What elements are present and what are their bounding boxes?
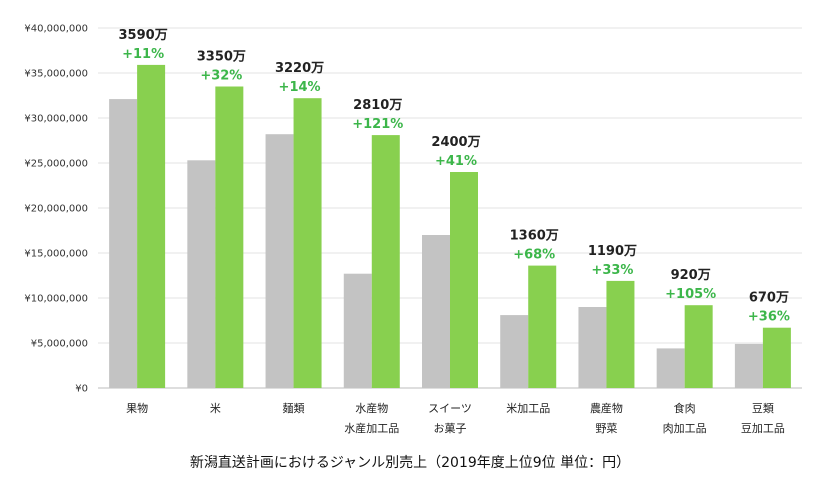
total-label: 1190万 (588, 244, 637, 259)
growth-label: +41% (435, 154, 477, 169)
growth-label: +68% (513, 248, 555, 263)
growth-label: +14% (279, 80, 321, 95)
growth-label: +121% (352, 117, 403, 132)
y-tick-label: ¥10,000,000 (24, 294, 88, 305)
total-label: 3220万 (275, 61, 324, 76)
category-label: お菓子 (434, 422, 467, 435)
bar-prior-year (109, 99, 138, 388)
category-label: 果物 (126, 401, 148, 415)
total-label: 2810万 (353, 98, 402, 113)
category-label: 肉加工品 (663, 422, 707, 435)
y-tick-label: ¥35,000,000 (24, 69, 88, 80)
growth-label: +32% (200, 69, 242, 84)
growth-label: +36% (748, 310, 790, 325)
category-label: スイーツ (428, 402, 472, 415)
y-axis-tick-labels: ¥0 ¥5,000,000 ¥10,000,000 ¥15,000,000 ¥20,00… (24, 24, 88, 395)
y-tick-label: ¥30,000,000 (24, 114, 88, 125)
growth-label: +11% (122, 47, 164, 62)
bar-current-year (684, 305, 713, 388)
y-tick-label: ¥0 (75, 384, 88, 395)
category-label: 水産物 (355, 401, 388, 415)
bar-current-year (137, 64, 166, 389)
growth-label: +105% (665, 287, 716, 302)
bar-current-year (215, 86, 244, 388)
category-label: 食肉 (674, 401, 696, 415)
category-label: 農産物 (590, 401, 623, 415)
category-label: 水産加工品 (344, 422, 399, 435)
bar-prior-year (500, 315, 529, 388)
category-label: 米加工品 (506, 402, 550, 415)
bar-prior-year (343, 273, 372, 388)
total-label: 670万 (749, 291, 789, 306)
total-label: 920万 (671, 268, 711, 283)
bar-prior-year (422, 235, 450, 388)
category-label: 米 (210, 402, 221, 415)
y-tick-label: ¥5,000,000 (31, 339, 88, 350)
bar-chart: ¥0 ¥5,000,000 ¥10,000,000 ¥15,000,000 ¥20,00… (24, 24, 802, 435)
bar-prior-year (656, 348, 685, 388)
data-labels: 3590万 +11% 3350万 +32% 3220万 +14% 2810万 +121% 240… (119, 28, 790, 325)
bar-prior-year (265, 134, 294, 388)
y-tick-label: ¥40,000,000 (24, 24, 88, 35)
bar-prior-year (578, 307, 607, 388)
y-tick-label: ¥15,000,000 (24, 249, 88, 260)
bar-current-year (606, 280, 635, 388)
bar-current-year (762, 327, 791, 388)
bars (109, 64, 791, 389)
category-label: 豆類 (752, 402, 774, 415)
y-tick-label: ¥20,000,000 (24, 204, 88, 215)
total-label: 1360万 (510, 229, 559, 244)
category-label: 豆加工品 (741, 422, 785, 435)
chart-caption: 新潟直送計画におけるジャンル別売上（2019年度上位9位 単位：円） (189, 455, 631, 471)
y-tick-label: ¥25,000,000 (24, 159, 88, 170)
bar-current-year (450, 172, 478, 388)
total-label: 3350万 (197, 50, 246, 65)
total-label: 3590万 (119, 28, 168, 43)
growth-label: +33% (591, 263, 633, 278)
total-label: 2400万 (431, 135, 480, 150)
bar-prior-year (187, 160, 216, 388)
bar-prior-year (734, 343, 763, 388)
category-label: 野菜 (595, 422, 617, 435)
bar-current-year (528, 265, 557, 388)
bar-current-year (293, 98, 322, 388)
category-label: 麺類 (283, 402, 305, 415)
bar-current-year (371, 135, 400, 388)
